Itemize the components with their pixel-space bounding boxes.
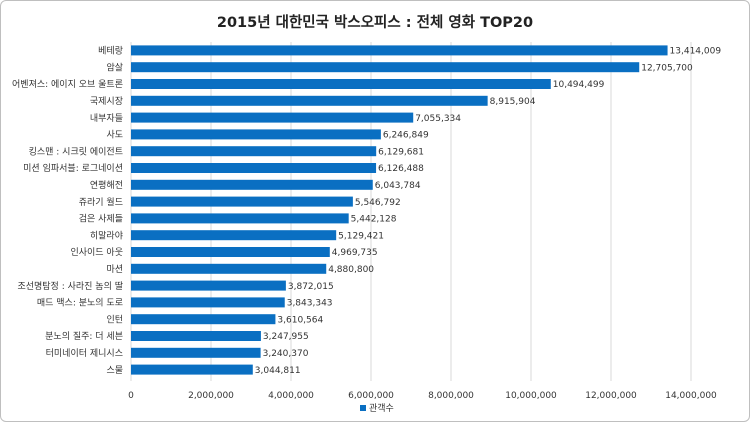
legend: 관객수 — [360, 403, 394, 414]
category-label: 인턴 — [106, 314, 123, 325]
data-label: 5,442,128 — [351, 215, 397, 225]
bar — [131, 297, 285, 308]
data-label: 6,126,488 — [378, 164, 424, 174]
legend-label: 관객수 — [369, 403, 394, 414]
x-tick-label: 10,000,000 — [505, 391, 557, 401]
data-label: 7,055,334 — [415, 114, 461, 124]
bar — [131, 129, 381, 140]
x-tick-label: 4,000,000 — [268, 391, 314, 401]
bar — [131, 314, 276, 325]
bar — [131, 163, 377, 173]
bar — [131, 62, 640, 73]
category-label: 스물 — [106, 365, 123, 376]
category-label: 내부자들 — [90, 113, 123, 124]
bar — [131, 112, 414, 123]
data-label: 5,129,421 — [338, 231, 384, 241]
data-label: 3,610,564 — [277, 315, 323, 325]
data-label: 3,044,811 — [255, 366, 301, 376]
x-axis-ticks: 0 2,000,000 4,000,000 6,000,000 8,000,000 10,… — [128, 391, 717, 401]
category-label: 국제시장 — [90, 96, 123, 107]
data-label: 10,494,499 — [553, 80, 605, 90]
chart-title: 2015년 대한민국 박스오피스 : 전체 영화 TOP20 — [217, 13, 533, 31]
data-label: 13,414,009 — [670, 47, 722, 57]
bar — [131, 196, 353, 207]
category-label: 킹스맨 : 시크릿 에이전트 — [29, 145, 123, 157]
data-label: 12,705,700 — [641, 63, 693, 73]
x-tick-label: 6,000,000 — [348, 391, 394, 401]
category-label: 사도 — [106, 130, 123, 141]
bar — [131, 213, 349, 224]
category-label: 조선명탐정 : 사라진 놈의 딸 — [17, 280, 123, 292]
bar — [131, 95, 488, 106]
x-tick-label: 0 — [128, 391, 134, 401]
category-label: 쥬라기 월드 — [79, 196, 123, 208]
bars — [131, 45, 668, 375]
data-label: 5,546,792 — [355, 198, 401, 208]
bar — [131, 146, 377, 157]
bar — [131, 331, 261, 341]
category-label: 매드 맥스: 분노의 도로 — [37, 298, 123, 309]
category-label: 마션 — [106, 264, 123, 275]
bar — [131, 45, 668, 56]
bar — [131, 364, 253, 375]
bar — [131, 280, 286, 291]
bar — [131, 230, 337, 241]
x-tick-label: 8,000,000 — [428, 391, 474, 401]
category-label: 검은 사제들 — [79, 213, 123, 225]
category-label: 인사이드 아웃 — [70, 247, 123, 258]
bar — [131, 263, 327, 274]
legend-swatch — [360, 405, 366, 411]
data-label: 6,129,681 — [378, 147, 424, 157]
x-tick-label: 14,000,000 — [665, 391, 717, 401]
grid-lines — [130, 42, 692, 381]
bar — [131, 347, 261, 358]
data-labels: 13,414,009 12,705,700 10,494,499 8,915,904 7… — [255, 47, 722, 376]
data-label: 3,843,343 — [287, 299, 333, 309]
x-tick-label: 12,000,000 — [585, 391, 637, 401]
data-label: 3,872,015 — [288, 282, 334, 292]
category-label: 어벤져스: 에이지 오브 울트론 — [12, 79, 123, 90]
data-label: 6,043,784 — [375, 181, 421, 191]
category-label: 암살 — [106, 61, 123, 73]
data-label: 6,246,849 — [383, 131, 429, 141]
data-label: 3,247,955 — [263, 332, 309, 342]
category-label: 베테랑 — [98, 45, 123, 57]
data-label: 8,915,904 — [490, 97, 536, 107]
bar — [131, 247, 330, 257]
data-label: 4,880,800 — [328, 265, 374, 275]
category-label: 터미네이터 제니시스 — [46, 348, 123, 359]
bar — [131, 179, 373, 190]
category-label: 미션 임파서블: 로그네이션 — [23, 162, 123, 174]
category-label: 히말라야 — [90, 229, 123, 241]
category-label: 연평해전 — [90, 180, 123, 191]
bar — [131, 79, 551, 89]
x-tick-label: 2,000,000 — [188, 391, 234, 401]
data-label: 4,969,735 — [332, 248, 378, 258]
data-label: 3,240,370 — [263, 349, 309, 359]
category-label: 분노의 질주: 더 세븐 — [45, 330, 123, 342]
